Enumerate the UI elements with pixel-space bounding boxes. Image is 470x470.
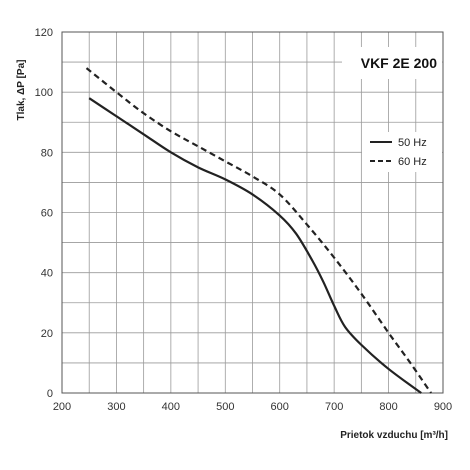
y-tick-label: 100 bbox=[35, 87, 53, 99]
y-tick-labels: 0 20 40 60 80 100 120 bbox=[35, 27, 53, 400]
x-tick-label: 900 bbox=[434, 401, 452, 413]
y-tick-label: 80 bbox=[41, 147, 53, 159]
x-tick-label: 800 bbox=[379, 401, 397, 413]
x-axis-label: Prietok vzduchu [m³/h] bbox=[340, 430, 448, 441]
x-tick-label: 300 bbox=[107, 401, 125, 413]
chart-title: VKF 2E 200 bbox=[361, 55, 437, 71]
x-tick-label: 400 bbox=[162, 401, 180, 413]
series-line-60hz bbox=[85, 67, 432, 394]
x-tick-label: 500 bbox=[216, 401, 234, 413]
x-tick-label: 700 bbox=[325, 401, 343, 413]
legend-background bbox=[362, 132, 442, 172]
legend: 50 Hz 60 Hz bbox=[362, 132, 442, 172]
plot-area-frame bbox=[61, 31, 444, 394]
y-tick-label: 120 bbox=[35, 27, 53, 39]
y-tick-label: 40 bbox=[41, 268, 53, 280]
x-tick-labels: 200 300 400 500 600 700 800 900 bbox=[53, 401, 452, 413]
series-line-50hz bbox=[88, 97, 422, 394]
legend-label-50hz: 50 Hz bbox=[398, 137, 427, 149]
y-tick-label: 20 bbox=[41, 328, 53, 340]
y-tick-label: 0 bbox=[47, 388, 53, 400]
legend-label-60hz: 60 Hz bbox=[398, 156, 427, 168]
series-layer bbox=[85, 67, 432, 394]
grid-lines bbox=[61, 31, 444, 394]
title-background bbox=[342, 47, 442, 79]
x-tick-label: 600 bbox=[271, 401, 289, 413]
x-tick-label: 200 bbox=[53, 401, 71, 413]
y-axis-label: Tlak, ΔP [Pa] bbox=[16, 60, 27, 121]
y-tick-label: 60 bbox=[41, 208, 53, 220]
